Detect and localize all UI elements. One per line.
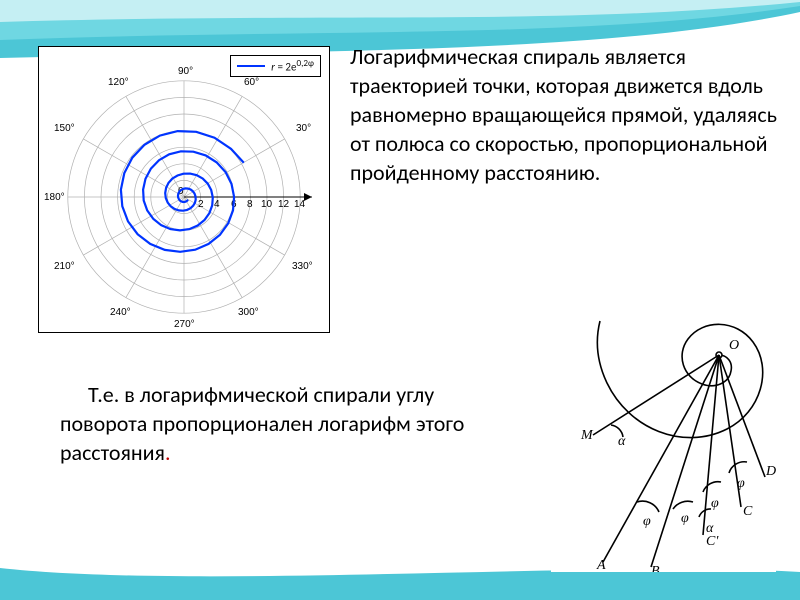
red-period: . — [165, 439, 171, 466]
svg-text:α: α — [618, 434, 626, 449]
svg-text:D: D — [765, 464, 776, 479]
svg-text:10: 10 — [261, 199, 273, 210]
svg-text:30°: 30° — [296, 123, 311, 134]
svg-text:M: M — [580, 428, 594, 443]
secondary-description-text: Т.е. в логарифмической спирали углу пово… — [60, 380, 520, 467]
polar-chart: r = 2e0,2φ — [38, 46, 330, 333]
slide: r = 2e0,2φ — [0, 0, 800, 600]
main-description-text: Логарифмическая спираль является траекто… — [350, 42, 780, 187]
svg-text:60°: 60° — [244, 77, 259, 88]
svg-text:8: 8 — [247, 199, 253, 210]
svg-text:φ: φ — [737, 476, 745, 491]
svg-text:4: 4 — [214, 199, 220, 210]
legend-text: r = 2e0,2φ — [271, 58, 314, 74]
chart-legend: r = 2e0,2φ — [230, 55, 321, 77]
svg-text:B: B — [651, 564, 660, 572]
svg-text:180°: 180° — [44, 192, 65, 203]
svg-text:240°: 240° — [110, 307, 131, 318]
svg-text:300°: 300° — [238, 307, 259, 318]
svg-text:150°: 150° — [54, 123, 75, 134]
svg-text:O: O — [729, 338, 739, 353]
svg-text:210°: 210° — [54, 261, 75, 272]
svg-text:14: 14 — [294, 199, 306, 210]
svg-text:φ: φ — [681, 511, 689, 526]
svg-text:120°: 120° — [108, 77, 129, 88]
svg-text:φ: φ — [711, 496, 719, 511]
svg-text:φ: φ — [643, 514, 651, 529]
secondary-description-body: Т.е. в логарифмической спирали углу пово… — [60, 381, 464, 466]
svg-text:12: 12 — [278, 199, 290, 210]
polar-chart-svg: 0 2 4 6 8 10 12 14 30° 60° 90° 120° 150°… — [39, 47, 329, 332]
svg-text:C: C — [743, 504, 753, 519]
svg-text:330°: 330° — [292, 261, 313, 272]
legend-swatch — [237, 65, 265, 67]
svg-text:90°: 90° — [178, 66, 193, 77]
svg-text:2: 2 — [198, 199, 204, 210]
svg-text:270°: 270° — [174, 319, 195, 330]
svg-text:A: A — [596, 558, 606, 572]
svg-text:C': C' — [706, 534, 719, 549]
spiral-rays-diagram: O M α α φ φ φ φ D C C' B A — [551, 317, 776, 572]
